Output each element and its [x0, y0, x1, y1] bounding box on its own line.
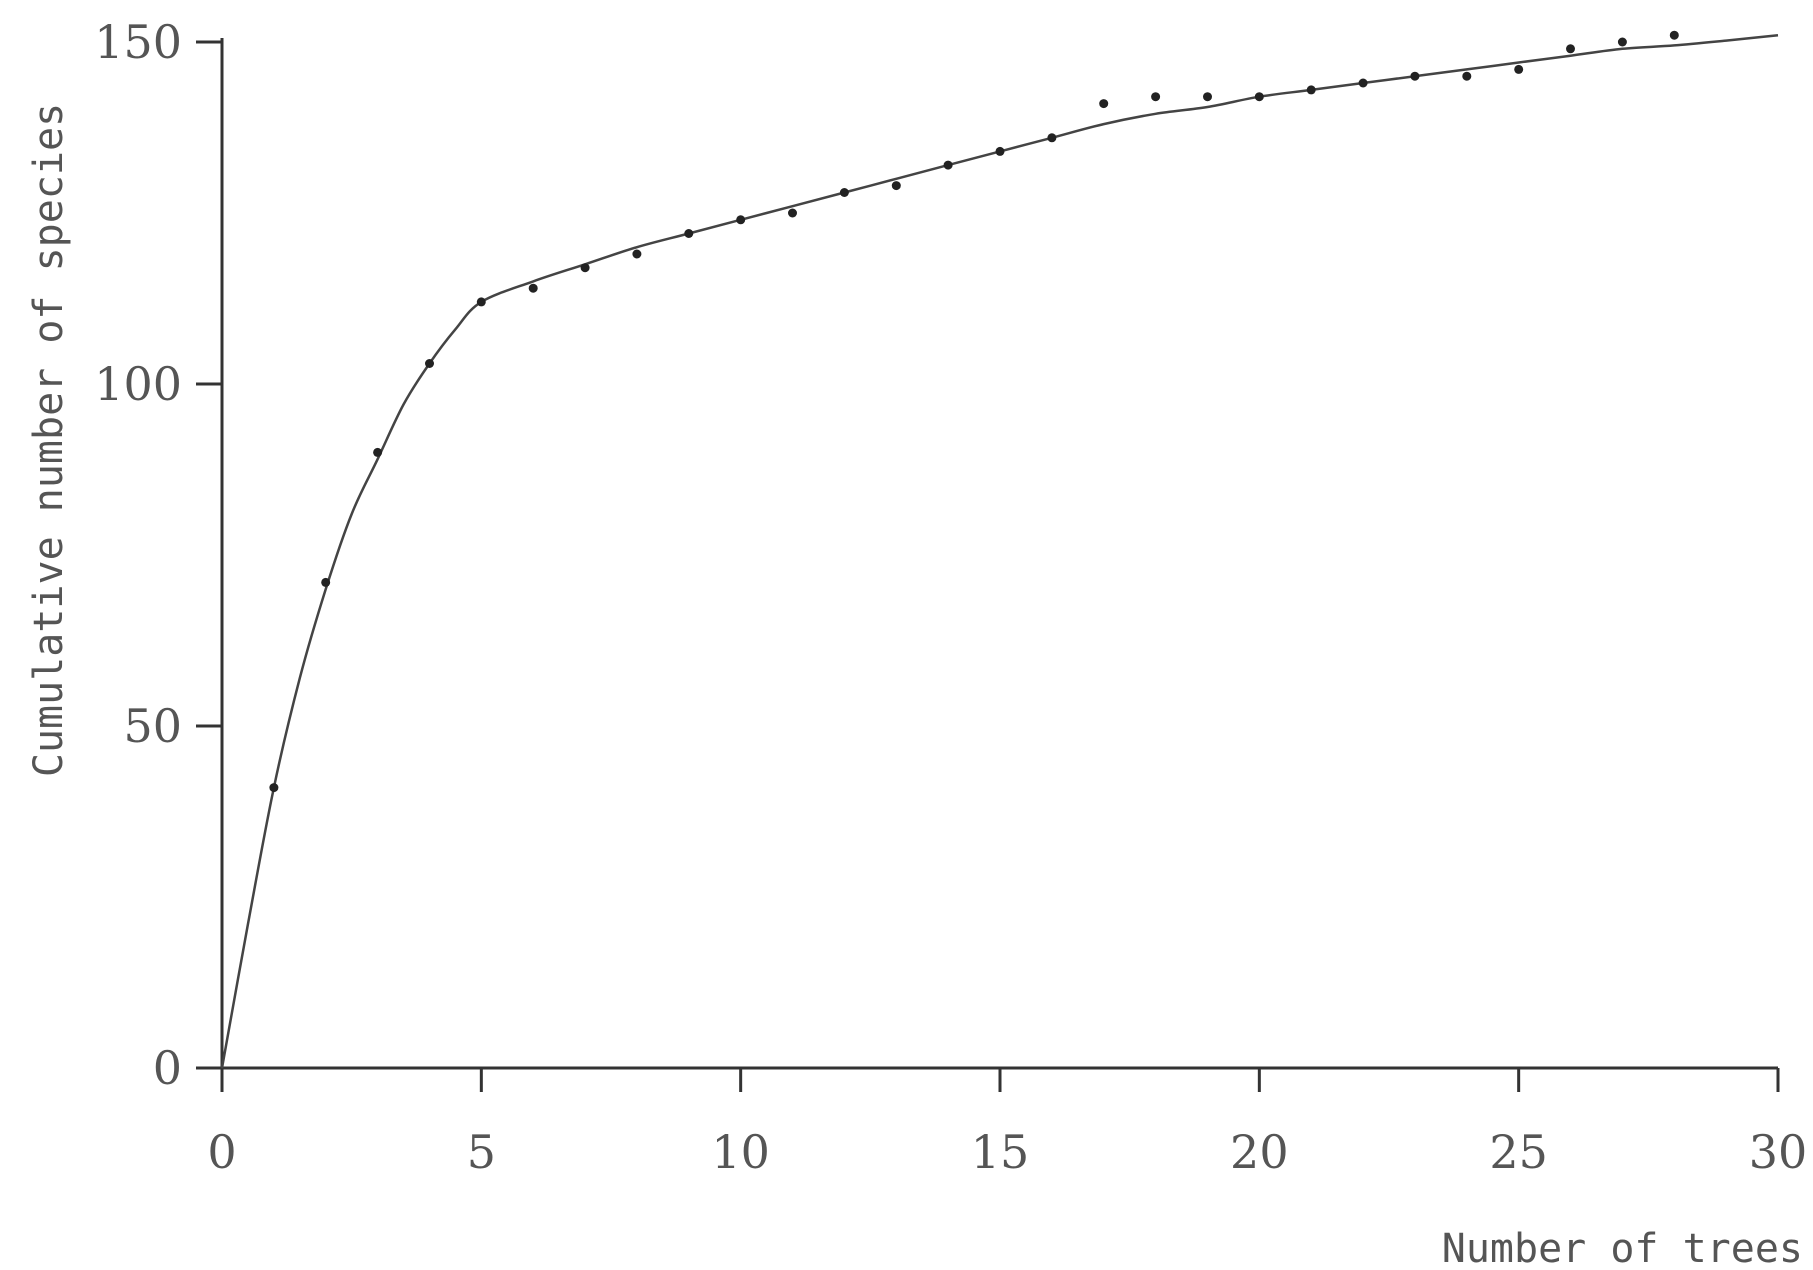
x-tick-label: 15 [971, 1125, 1030, 1179]
data-point [1617, 37, 1627, 47]
data-point [632, 249, 642, 259]
data-point [943, 160, 953, 170]
data-point [1254, 92, 1264, 102]
data-point [1306, 85, 1316, 95]
y-tick-label: 50 [123, 699, 182, 753]
data-point [1514, 64, 1524, 74]
fitted-curve-line [220, 33, 1779, 1069]
x-tick-label: 30 [1749, 1125, 1808, 1179]
x-ticks: 0 5 10 15 20 25 30 [207, 1068, 1807, 1179]
axes [220, 38, 1778, 1070]
data-point [321, 577, 331, 587]
curve-layer [220, 33, 1779, 1069]
data-point [995, 146, 1005, 156]
data-point [1047, 133, 1057, 143]
y-ticks: 0 50 100 150 [94, 15, 222, 1095]
data-point [788, 208, 797, 218]
data-point [528, 283, 538, 293]
data-point [373, 447, 383, 457]
x-tick-label: 10 [711, 1125, 770, 1179]
x-tick-label: 5 [467, 1125, 496, 1179]
x-tick-label: 0 [207, 1125, 236, 1179]
data-point [1410, 71, 1420, 81]
y-axis-title: Cumulative number of species [26, 103, 72, 777]
data-point [1151, 92, 1161, 102]
data-point [1203, 92, 1212, 102]
data-point [1566, 44, 1575, 54]
data-point [736, 215, 746, 225]
points-layer [269, 30, 1679, 793]
data-point [1358, 78, 1368, 88]
x-axis-title: Number of trees [1442, 1226, 1803, 1270]
data-point [1462, 71, 1472, 81]
x-tick-label: 25 [1489, 1125, 1548, 1179]
data-point [1669, 30, 1679, 40]
data-point [684, 229, 694, 238]
y-tick-label: 150 [94, 15, 182, 69]
data-point [476, 297, 486, 307]
y-tick-label: 0 [153, 1041, 182, 1095]
y-tick-label: 100 [94, 357, 182, 411]
data-point [425, 359, 434, 368]
data-point [891, 181, 901, 191]
x-tick-label: 20 [1230, 1125, 1289, 1179]
data-point [269, 783, 279, 793]
data-point [580, 263, 590, 273]
data-point [839, 188, 849, 197]
data-point [1099, 99, 1109, 109]
